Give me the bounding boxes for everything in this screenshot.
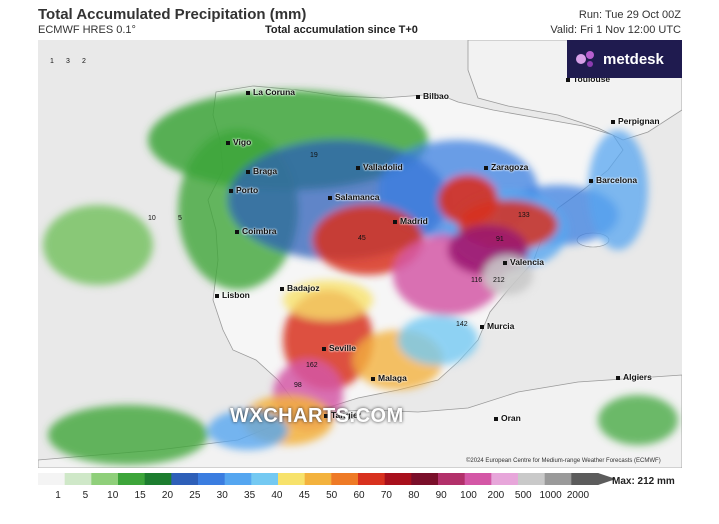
scale-swatch <box>198 473 226 485</box>
city-zaragoza: Zaragoza <box>484 162 528 172</box>
scale-tick-label: 50 <box>326 490 338 501</box>
scale-tick-label: 200 <box>487 490 505 501</box>
city-toulouse: Toulouse <box>566 74 610 84</box>
scale-swatch <box>544 473 572 485</box>
scale-tick-label: 60 <box>353 490 365 501</box>
precip-value: 98 <box>294 382 302 389</box>
scale-swatch <box>571 473 599 485</box>
city-perpignan: Perpignan <box>611 116 660 126</box>
scale-swatch <box>64 473 92 485</box>
scale-tick-label: 1 <box>55 490 61 501</box>
scale-swatch <box>331 473 359 485</box>
precip-value: 142 <box>456 321 468 328</box>
precip-value: 2 <box>82 58 86 65</box>
precipitation-map: La Coruna Bilbao Toulouse Vigo Perpignan… <box>38 40 682 468</box>
scale-swatch <box>438 473 466 485</box>
run-time: Run: Tue 29 Oct 00Z <box>578 9 681 21</box>
metdesk-logo-icon <box>576 51 594 67</box>
city-porto: Porto <box>229 185 258 195</box>
city-valladolid: Valladolid <box>356 162 403 172</box>
max-value-label: Max: 212 mm <box>612 476 675 487</box>
scale-swatch <box>304 473 332 485</box>
scale-swatch <box>278 473 306 485</box>
city-coimbra: Coimbra <box>235 226 276 236</box>
precip-value: 116 <box>471 277 483 284</box>
scale-tick-label: 70 <box>380 490 392 501</box>
precip-value: 45 <box>358 235 366 242</box>
accumulation-subtitle: Total accumulation since T+0 <box>265 24 418 36</box>
map-graphic <box>38 40 682 468</box>
city-madrid: Madrid <box>393 216 428 226</box>
scale-tick-label: 500 <box>514 490 532 501</box>
scale-tick-label: 15 <box>134 490 146 501</box>
scale-arrow <box>598 473 616 485</box>
city-la-coruna: La Coruna <box>246 87 295 97</box>
scale-tick-label: 45 <box>298 490 310 501</box>
metdesk-logo: metdesk <box>567 40 682 78</box>
model-label: ECMWF HRES 0.1° <box>38 24 136 36</box>
map-title: Total Accumulated Precipitation (mm) <box>38 6 307 23</box>
scale-swatch <box>358 473 386 485</box>
color-scale-bar <box>38 473 616 485</box>
precip-value: 133 <box>518 212 530 219</box>
city-seville: Seville <box>322 343 356 353</box>
scale-tick-label: 90 <box>435 490 447 501</box>
city-algiers: Algiers <box>616 372 652 382</box>
precip-value: 5 <box>178 215 182 222</box>
city-lisbon: Lisbon <box>215 290 250 300</box>
metdesk-logo-text: metdesk <box>603 50 664 68</box>
scale-swatch <box>384 473 412 485</box>
city-murcia: Murcia <box>480 321 514 331</box>
city-oran: Oran <box>494 413 521 423</box>
scale-swatch <box>491 473 519 485</box>
city-valencia: Valencia <box>503 257 544 267</box>
scale-swatch <box>518 473 546 485</box>
city-badajoz: Badajoz <box>280 283 320 293</box>
precip-value: 3 <box>66 58 70 65</box>
city-braga: Braga <box>246 166 277 176</box>
precip-value: 1 <box>50 58 54 65</box>
city-salamanca: Salamanca <box>328 192 379 202</box>
scale-swatch <box>118 473 146 485</box>
watermark: WXCHARTS.COM <box>230 405 404 427</box>
scale-swatch <box>144 473 172 485</box>
scale-tick-label: 10 <box>107 490 119 501</box>
city-vigo: Vigo <box>226 137 251 147</box>
ecmwf-credit: ©2024 European Centre for Medium-range W… <box>466 458 661 464</box>
scale-swatch <box>464 473 492 485</box>
scale-tick-label: 1000 <box>539 490 562 501</box>
scale-swatch <box>91 473 119 485</box>
scale-swatch <box>224 473 252 485</box>
precip-value: 91 <box>496 236 504 243</box>
scale-tick-label: 20 <box>161 490 174 501</box>
scale-swatch <box>251 473 279 485</box>
valid-time: Valid: Fri 1 Nov 12:00 UTC <box>550 24 681 36</box>
scale-swatch <box>38 473 66 485</box>
scale-tick-label: 40 <box>271 490 283 501</box>
precip-value: 212 <box>493 277 505 284</box>
scale-tick-label: 2000 <box>566 490 590 501</box>
scale-tick-label: 30 <box>216 490 228 501</box>
precip-value: 10 <box>148 215 156 222</box>
scale-tick-label: 25 <box>189 490 201 501</box>
city-bilbao: Bilbao <box>416 91 449 101</box>
scale-tick-label: 80 <box>408 490 420 501</box>
precip-value: 19 <box>310 152 318 159</box>
scale-tick-label: 35 <box>244 490 256 501</box>
scale-swatch <box>411 473 439 485</box>
scale-tick-label: 5 <box>82 490 89 501</box>
city-tangier: Tangier <box>324 410 361 420</box>
city-barcelona: Barcelona <box>589 175 637 185</box>
scale-swatch <box>171 473 199 485</box>
precip-value: 162 <box>306 362 318 369</box>
city-malaga: Malaga <box>371 373 407 383</box>
scale-tick-label: 100 <box>460 490 477 501</box>
